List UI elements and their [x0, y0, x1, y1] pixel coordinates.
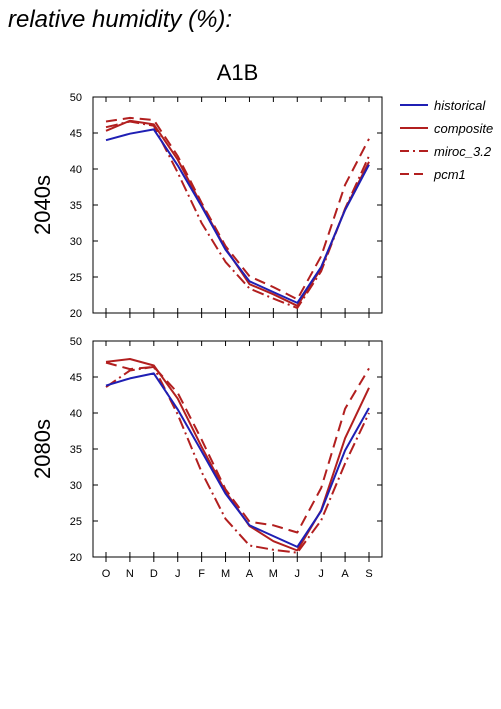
series-line-miroc-3-2 — [105, 365, 370, 554]
y-tick-label: 20 — [70, 308, 82, 320]
x-tick-label: O — [102, 568, 111, 580]
series-line-historical — [105, 128, 370, 304]
x-tick-label: M — [221, 568, 230, 580]
y-tick-label: 50 — [70, 336, 82, 348]
x-tick-label: A — [246, 568, 254, 580]
y-tick-label: 45 — [70, 372, 82, 384]
panel-frame — [92, 340, 383, 558]
y-tick-label: 40 — [70, 164, 82, 176]
y-tick-label: 25 — [70, 516, 82, 528]
x-tick-label: D — [150, 568, 158, 580]
y-tick-label: 30 — [70, 480, 82, 492]
panel-label: 2080s — [30, 419, 55, 479]
y-tick-label: 35 — [70, 444, 82, 456]
y-tick-label: 30 — [70, 236, 82, 248]
legend-label: composite — [434, 121, 493, 136]
legend-label: miroc_3.2 — [434, 144, 492, 159]
x-tick-label: J — [295, 568, 301, 580]
series-line-composite — [105, 119, 370, 307]
y-tick-label: 45 — [70, 128, 82, 140]
x-tick-label: M — [269, 568, 278, 580]
series-line-historical — [105, 372, 370, 548]
y-tick-label: 20 — [70, 552, 82, 564]
legend-label: historical — [434, 98, 486, 113]
page-title: relative humidity (%): — [8, 6, 233, 33]
x-tick-label: N — [126, 568, 134, 580]
x-tick-label: J — [175, 568, 181, 580]
y-tick-label: 25 — [70, 272, 82, 284]
y-tick-label: 35 — [70, 200, 82, 212]
x-tick-label: J — [318, 568, 324, 580]
series-line-composite — [105, 358, 370, 552]
panel-label: 2040s — [30, 175, 55, 235]
scenario-title: A1B — [217, 60, 259, 85]
series-line-pcm1 — [105, 116, 370, 301]
series-line-miroc-3-2 — [105, 120, 370, 309]
x-tick-label: A — [341, 568, 349, 580]
x-tick-label: F — [198, 568, 205, 580]
y-tick-label: 40 — [70, 408, 82, 420]
y-tick-label: 50 — [70, 92, 82, 104]
panel-frame — [92, 96, 383, 314]
x-tick-label: S — [365, 568, 372, 580]
legend-label: pcm1 — [433, 167, 466, 182]
